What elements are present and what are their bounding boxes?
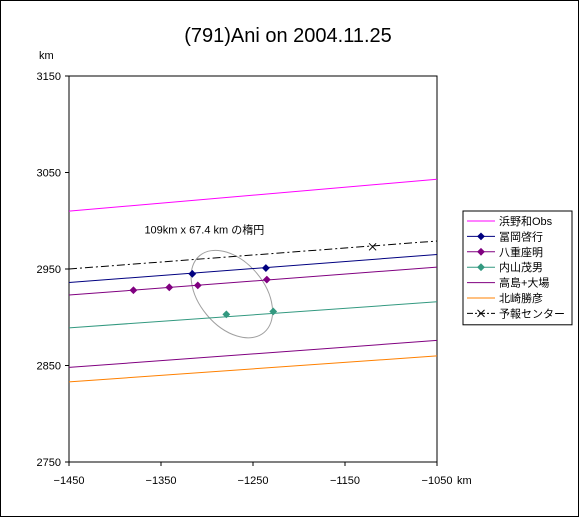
x-tick-label: −1450 (54, 475, 85, 487)
y-tick-label: 2950 (37, 264, 61, 276)
y-tick-label: 2850 (37, 361, 61, 373)
chart-title: (791)Ani on 2004.11.25 (184, 25, 392, 47)
legend-box (462, 210, 573, 326)
y-tick-label: 3150 (37, 71, 61, 83)
x-axis-unit: km (457, 475, 472, 487)
legend-marker-3 (477, 247, 485, 256)
legend-marker-7 (477, 309, 485, 318)
legend-marker-4 (477, 263, 485, 272)
x-tick-label: −1150 (330, 475, 360, 487)
y-axis-unit: km (39, 50, 54, 62)
series-line-1 (69, 178, 437, 212)
series-2-point (188, 269, 197, 278)
series-line-2 (69, 254, 437, 284)
legend-label-2: 冨岡啓行 (499, 229, 543, 243)
legend-label-4: 内山茂男 (499, 260, 543, 274)
series-3-point (262, 275, 271, 284)
legend-label-1: 浜野和Obs (499, 215, 553, 228)
series-3-point (193, 281, 202, 290)
series-4-point (222, 310, 231, 319)
x-marker-stroke (368, 242, 377, 251)
series-line-4 (69, 301, 437, 329)
x-tick-label: −1350 (146, 475, 177, 487)
ellipse-mark (190, 249, 274, 339)
x-tick-label: −1050 (422, 475, 453, 487)
legend-label-3: 八重座明 (499, 245, 543, 259)
series-2-point (261, 264, 270, 272)
series-line-7 (69, 240, 437, 270)
plot-content (69, 178, 437, 383)
legend-label-5: 高島+大場 (499, 276, 549, 290)
series-3-point (129, 286, 138, 295)
plot-area: −1450 −1350 −1250 −1150 −1050 2750 2850 2950 305… (37, 71, 453, 487)
series-7-point (368, 242, 377, 251)
y-tick-label: 3050 (37, 168, 61, 180)
series-3-point (165, 283, 174, 292)
legend-label-6: 北崎勝彦 (499, 291, 543, 305)
legend-marker-2 (477, 232, 485, 241)
legend-label-7: 予報センター (499, 307, 565, 320)
x-marker-stroke (477, 309, 485, 318)
series-4-point (269, 307, 278, 316)
y-tick-label: 2750 (37, 457, 61, 469)
series-line-6 (69, 355, 437, 383)
series-line-5 (69, 339, 437, 368)
ellipse-annotation: 109km x 67.4 km の楕円 (144, 222, 264, 236)
series-line-3 (69, 266, 437, 296)
x-tick-label: −1250 (238, 475, 269, 487)
